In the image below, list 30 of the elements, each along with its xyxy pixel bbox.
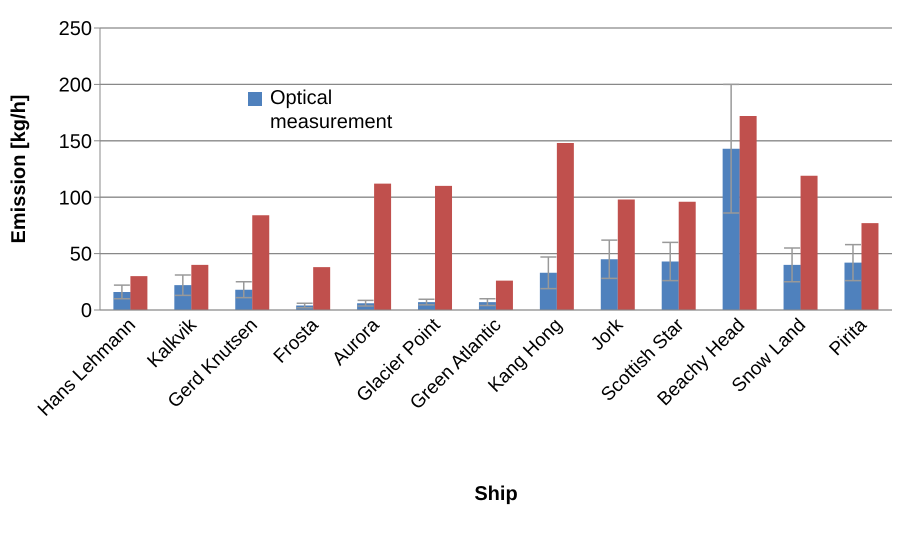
bar (435, 186, 452, 310)
bar (556, 143, 574, 310)
bar (174, 285, 192, 310)
y-axis-title: Emission [kg/h] (8, 94, 30, 244)
bar (191, 264, 208, 310)
y-tick-label: 0 (80, 300, 92, 322)
bar (722, 148, 740, 310)
bar (600, 259, 618, 310)
bar (662, 261, 679, 310)
bar (784, 264, 801, 310)
bar (313, 267, 330, 310)
bar (844, 262, 862, 310)
bar (678, 202, 696, 310)
y-tick-label: 200 (58, 74, 92, 96)
y-tick-label: 150 (58, 130, 92, 153)
bar (740, 116, 757, 310)
bar (130, 276, 148, 310)
x-axis-title: Ship (474, 483, 518, 505)
bar (861, 223, 878, 310)
x-tick-label: Jork (587, 314, 628, 355)
y-tick-label: 100 (58, 187, 92, 210)
bar (800, 176, 818, 310)
bar (374, 184, 392, 310)
y-tick-label: 250 (58, 18, 92, 40)
bar (540, 272, 557, 310)
bar (496, 280, 513, 310)
y-tick-label: 50 (70, 244, 92, 266)
bar (252, 215, 270, 310)
bar (618, 199, 635, 310)
legend-label: Optical measurement (270, 86, 394, 134)
